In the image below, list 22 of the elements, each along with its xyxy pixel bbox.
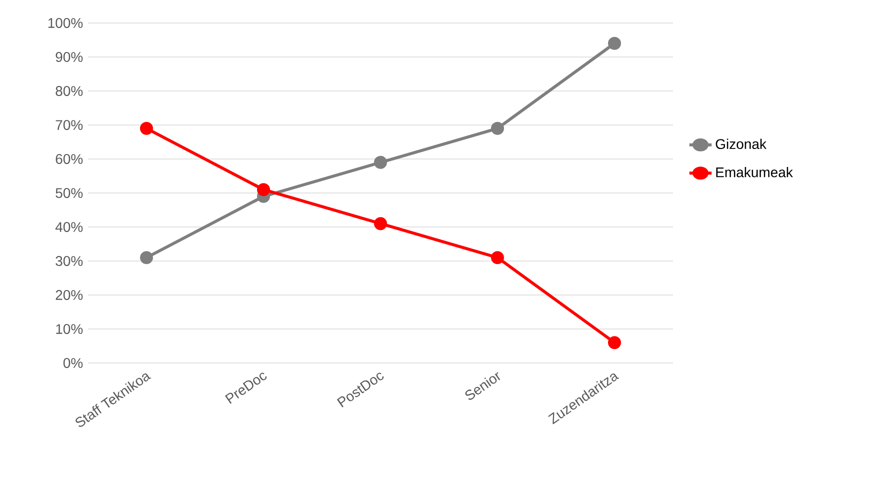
y-tick-label: 50% bbox=[56, 188, 83, 198]
y-tick-label: 20% bbox=[56, 290, 83, 300]
point bbox=[374, 156, 388, 169]
point bbox=[608, 336, 622, 350]
y-tick-label: 30% bbox=[56, 256, 83, 266]
point bbox=[491, 122, 504, 135]
legend-label: Emakumeak bbox=[716, 166, 793, 178]
point bbox=[491, 251, 504, 264]
point bbox=[608, 36, 622, 50]
y-tick-label: 80% bbox=[56, 86, 83, 96]
y-tick-label: 0% bbox=[63, 358, 83, 368]
point bbox=[374, 217, 388, 230]
legend-label: Gizonak bbox=[716, 138, 766, 150]
y-tick-label: 90% bbox=[56, 52, 83, 62]
y-tick-label: 70% bbox=[56, 120, 83, 130]
point bbox=[140, 122, 154, 135]
y-tick-label: 60% bbox=[56, 154, 83, 164]
y-tick-label: 40% bbox=[55, 222, 83, 232]
y-tick-label: 100% bbox=[48, 18, 83, 28]
point bbox=[140, 251, 154, 264]
y-tick-label: 10% bbox=[56, 324, 83, 334]
point bbox=[257, 183, 270, 196]
